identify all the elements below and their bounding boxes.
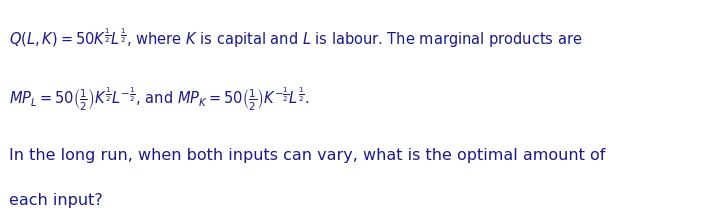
Text: $Q(L,K) = 50K^{\frac{1}{2}}L^{\frac{1}{2}}$, where $K$ is capital and $L$ is lab: $Q(L,K) = 50K^{\frac{1}{2}}L^{\frac{1}{2… [9,26,583,50]
Text: each input?: each input? [9,194,103,209]
Text: In the long run, when both inputs can vary, what is the optimal amount of: In the long run, when both inputs can va… [9,148,605,163]
Text: $MP_L = 50\left(\frac{1}{2}\right)K^{\frac{1}{2}}L^{-\frac{1}{2}}$, and $MP_K = : $MP_L = 50\left(\frac{1}{2}\right)K^{\fr… [9,86,310,113]
